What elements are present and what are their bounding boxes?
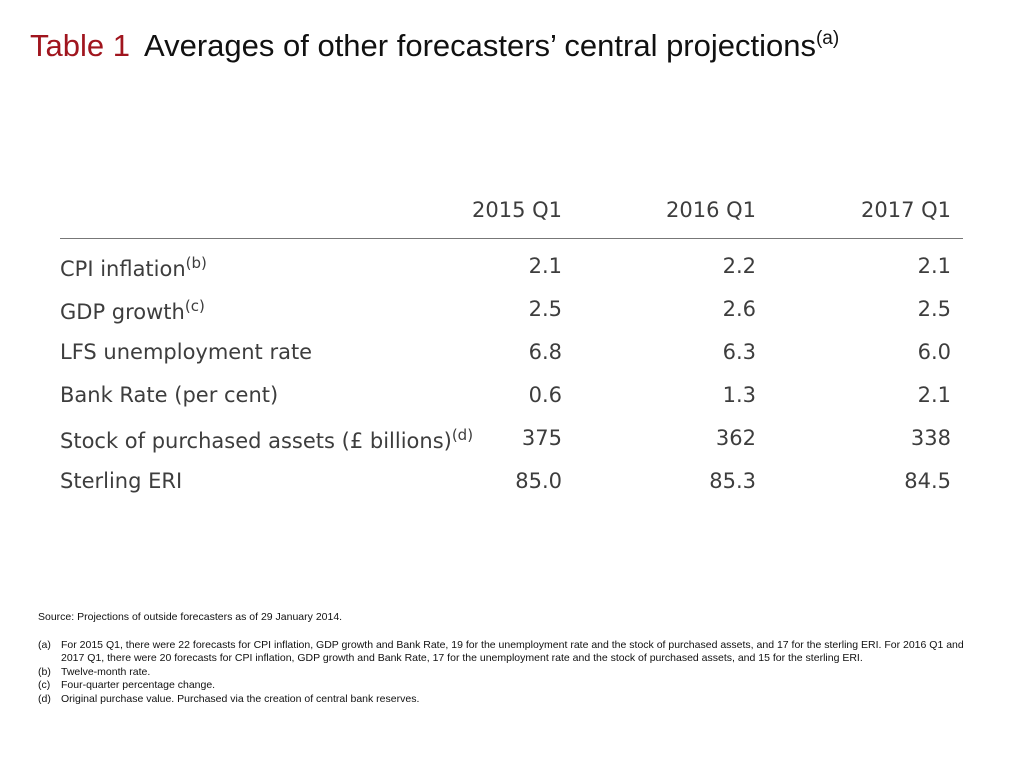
row-label: Sterling ERI — [60, 469, 183, 493]
notes-section: Source: Projections of outside forecaste… — [38, 611, 988, 706]
column-header: 2015 Q1 — [471, 198, 562, 222]
table-row: LFS unemployment rate 6.8 6.3 6.0 — [60, 276, 963, 364]
table-cell: 6.0 — [917, 340, 951, 364]
row-note-ref: (c) — [184, 297, 205, 315]
footnote: (c) Four-quarter percentage change. — [38, 679, 988, 693]
row-note-ref: (d) — [451, 426, 474, 444]
row-label: GDP growth(c) — [60, 297, 205, 324]
table-header-row: 2015 Q1 2016 Q1 2017 Q1 — [60, 190, 963, 239]
table-number: Table 1 — [30, 28, 130, 63]
footnote-tag: (c) — [38, 679, 51, 691]
table-cell: 2.5 — [917, 297, 951, 321]
row-label: LFS unemployment rate — [60, 340, 313, 364]
row-label: Bank Rate (per cent) — [60, 383, 279, 407]
table-cell: 6.3 — [722, 340, 756, 364]
table-cell: 0.6 — [528, 383, 562, 407]
column-header: 2016 Q1 — [665, 198, 756, 222]
table-row: GDP growth(c) 2.5 2.6 2.5 — [60, 233, 963, 324]
table-cell: 362 — [715, 426, 756, 450]
table-cell: 2.2 — [722, 254, 756, 278]
source-note: Source: Projections of outside forecaste… — [38, 611, 343, 623]
table-title-text: Averages of other forecasters’ central p… — [143, 28, 816, 63]
table-cell: 338 — [910, 426, 951, 450]
table-row: Bank Rate (per cent) 0.6 1.3 2.1 — [60, 319, 963, 407]
table-cell: 84.5 — [904, 469, 951, 493]
footnote-text: Twelve-month rate. — [61, 665, 151, 678]
footnote-text: For 2015 Q1, there were 22 forecasts for… — [61, 638, 964, 665]
table-cell: 2.1 — [917, 254, 951, 278]
footnote-tag: (a) — [38, 638, 51, 651]
table-cell: 2.1 — [917, 383, 951, 407]
page-title: Table 1 Averages of other forecasters’ ce… — [30, 28, 839, 64]
table-cell: 2.1 — [528, 254, 562, 278]
table-cell: 1.3 — [722, 383, 756, 407]
table-cell: 85.0 — [515, 469, 562, 493]
table-cell: 85.3 — [709, 469, 756, 493]
column-header: 2017 Q1 — [860, 198, 951, 222]
table-cell: 2.5 — [528, 297, 562, 321]
row-label: Stock of purchased assets (£ billions)(d… — [60, 426, 474, 453]
footnote: (a) For 2015 Q1, there were 22 forecasts… — [38, 639, 988, 666]
table-row: Sterling ERI 85.0 85.3 84.5 — [60, 405, 963, 493]
footnote-tag: (b) — [38, 665, 51, 678]
footnote-text: Four-quarter percentage change. — [61, 679, 216, 691]
table-row: CPI inflation(b) 2.1 2.2 2.1 — [60, 190, 963, 281]
footnote-text: Original purchase value. Purchased via t… — [61, 692, 420, 705]
table-cell: 375 — [521, 426, 562, 450]
table-cell: 6.8 — [528, 340, 562, 364]
row-label: CPI inflation(b) — [60, 254, 207, 281]
footnote: (d) Original purchase value. Purchased v… — [38, 693, 988, 707]
table-cell: 2.6 — [722, 297, 756, 321]
footnote: (b) Twelve-month rate. — [38, 666, 988, 680]
title-note-ref: (a) — [815, 28, 840, 49]
forecast-table: 2015 Q1 2016 Q1 2017 Q1 CPI inflation(b)… — [60, 190, 963, 493]
footnote-tag: (d) — [38, 692, 51, 705]
row-note-ref: (b) — [185, 254, 207, 272]
table-row: Stock of purchased assets (£ billions)(d… — [60, 362, 963, 453]
